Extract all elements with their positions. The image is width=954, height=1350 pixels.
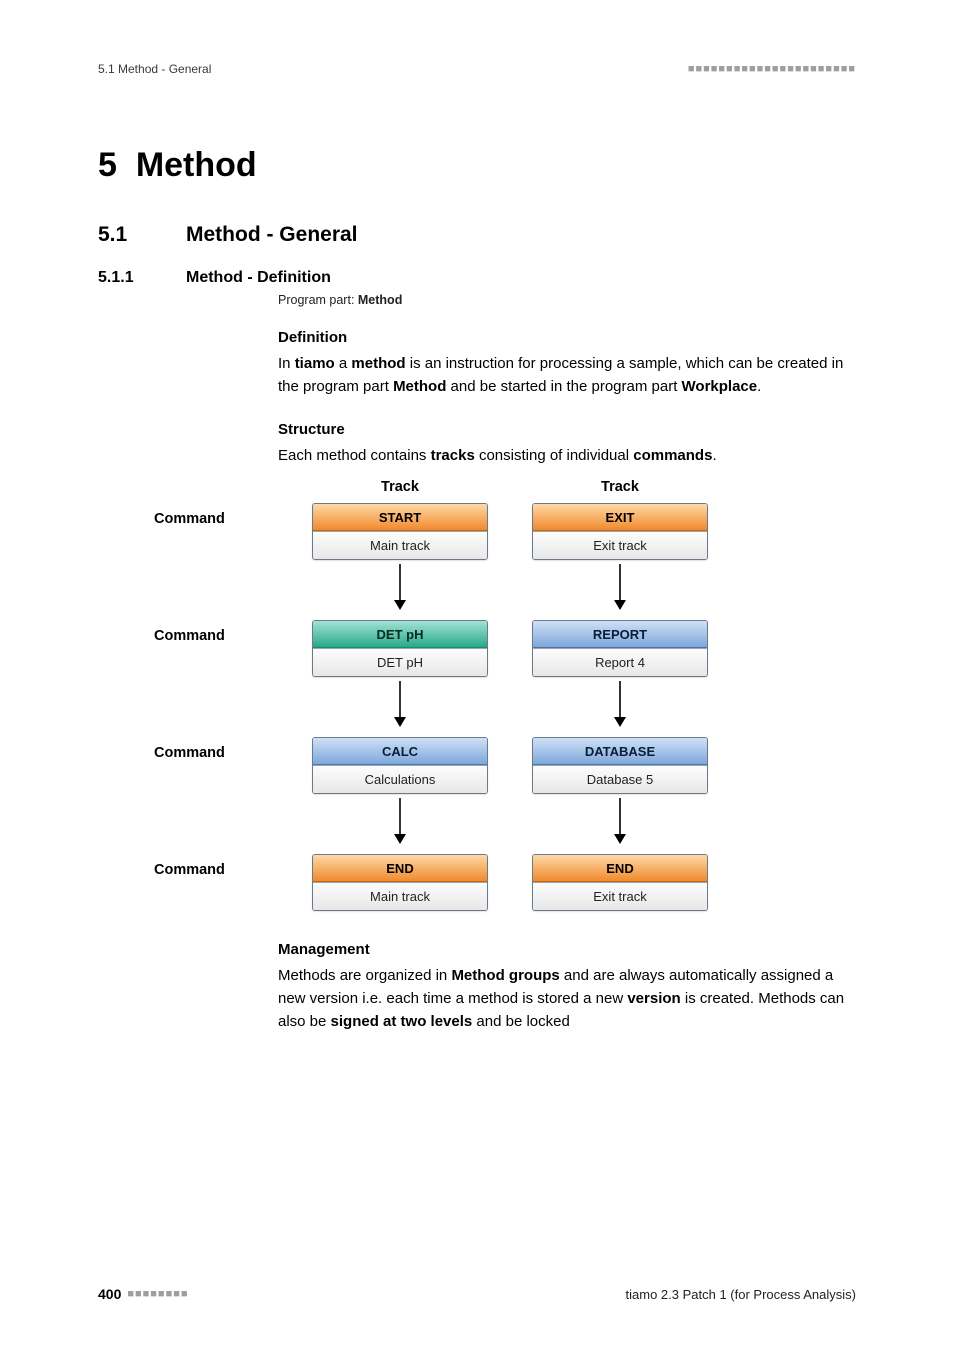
definition-paragraph: In tiamo a method is an instruction for … xyxy=(278,352,856,399)
program-part-value: Method xyxy=(358,293,402,307)
text-frag: version xyxy=(627,990,680,1007)
command-block: END Exit track xyxy=(532,854,708,911)
command-block: DET pH DET pH xyxy=(312,620,488,677)
arrow-icon xyxy=(520,560,720,612)
structure-diagram: Track Track Command START Main track EXI… xyxy=(154,479,856,911)
text-frag: a xyxy=(335,355,352,372)
text-frag: and be locked xyxy=(472,1013,570,1030)
text-frag: Workplace xyxy=(682,378,758,395)
header-dots: ■■■■■■■■■■■■■■■■■■■■■■ xyxy=(688,63,856,75)
command-head: END xyxy=(313,855,487,882)
command-head: START xyxy=(313,504,487,531)
command-sub: Report 4 xyxy=(533,648,707,676)
subsection-title: Method - Definition xyxy=(186,269,331,287)
command-head: EXIT xyxy=(533,504,707,531)
arrow-icon xyxy=(300,794,500,846)
command-sub: Exit track xyxy=(533,882,707,910)
section-row: 5.1 Method - General xyxy=(98,223,856,247)
command-head: END xyxy=(533,855,707,882)
diagram-arrow-row xyxy=(154,560,856,612)
text-frag: method xyxy=(351,355,405,372)
text-frag: Each method contains xyxy=(278,447,431,464)
section-title: Method - General xyxy=(186,223,358,247)
track-header-right: Track xyxy=(520,479,720,495)
management-heading: Management xyxy=(278,941,856,958)
command-block: CALC Calculations xyxy=(312,737,488,794)
chapter-title: 5 Method xyxy=(98,146,856,185)
structure-paragraph: Each method contains tracks consisting o… xyxy=(278,444,856,467)
command-head: DET pH xyxy=(313,621,487,648)
diagram-row: Command DET pH DET pH REPORT Report 4 xyxy=(154,620,856,677)
program-part-label: Program part: xyxy=(278,293,358,307)
text-frag: tiamo xyxy=(295,355,335,372)
command-block: EXIT Exit track xyxy=(532,503,708,560)
page-number: 400 xyxy=(98,1286,121,1302)
text-frag: Method groups xyxy=(451,967,559,984)
arrow-icon xyxy=(300,560,500,612)
text-frag: . xyxy=(712,447,716,464)
command-sub: Calculations xyxy=(313,765,487,793)
text-frag: . xyxy=(757,378,761,395)
text-frag: Methods are organized in xyxy=(278,967,451,984)
command-head: CALC xyxy=(313,738,487,765)
text-frag: signed at two levels xyxy=(331,1013,473,1030)
command-row-label: Command xyxy=(154,620,300,644)
program-part-line: Program part: Method xyxy=(278,293,856,307)
text-frag: and be started in the program part xyxy=(446,378,681,395)
chapter-number: 5 xyxy=(98,146,117,184)
section-number: 5.1 xyxy=(98,223,186,247)
command-sub: Database 5 xyxy=(533,765,707,793)
diagram-arrow-row xyxy=(154,677,856,729)
diagram-row: Command CALC Calculations DATABASE Datab… xyxy=(154,737,856,794)
arrow-icon xyxy=(520,677,720,729)
command-block: DATABASE Database 5 xyxy=(532,737,708,794)
command-sub: DET pH xyxy=(313,648,487,676)
command-row-label: Command xyxy=(154,854,300,878)
footer-product: tiamo 2.3 Patch 1 (for Process Analysis) xyxy=(626,1287,856,1302)
command-head: REPORT xyxy=(533,621,707,648)
chapter-name: Method xyxy=(136,146,257,184)
diagram-row: Command END Main track END Exit track xyxy=(154,854,856,911)
subsection-number: 5.1.1 xyxy=(98,269,186,287)
diagram-row: Command START Main track EXIT Exit track xyxy=(154,503,856,560)
header-left-text: 5.1 Method - General xyxy=(98,62,211,76)
text-frag: Method xyxy=(393,378,446,395)
structure-heading: Structure xyxy=(278,421,856,438)
page-header: 5.1 Method - General ■■■■■■■■■■■■■■■■■■■… xyxy=(98,62,856,76)
command-sub: Main track xyxy=(313,882,487,910)
arrow-icon xyxy=(520,794,720,846)
command-head: DATABASE xyxy=(533,738,707,765)
text-frag: consisting of individual xyxy=(475,447,633,464)
text-frag: In xyxy=(278,355,295,372)
management-paragraph: Methods are organized in Method groups a… xyxy=(278,964,856,1034)
footer-dots: ■■■■■■■■ xyxy=(127,1288,188,1300)
arrow-icon xyxy=(300,677,500,729)
command-block: END Main track xyxy=(312,854,488,911)
command-row-label: Command xyxy=(154,737,300,761)
text-frag: commands xyxy=(633,447,712,464)
command-row-label: Command xyxy=(154,503,300,527)
definition-heading: Definition xyxy=(278,329,856,346)
command-block: REPORT Report 4 xyxy=(532,620,708,677)
command-block: START Main track xyxy=(312,503,488,560)
diagram-arrow-row xyxy=(154,794,856,846)
text-frag: tracks xyxy=(431,447,475,464)
command-sub: Main track xyxy=(313,531,487,559)
page-footer: 400 ■■■■■■■■ tiamo 2.3 Patch 1 (for Proc… xyxy=(98,1286,856,1302)
command-sub: Exit track xyxy=(533,531,707,559)
track-header-left: Track xyxy=(300,479,500,495)
subsection-row: 5.1.1 Method - Definition xyxy=(98,269,856,287)
